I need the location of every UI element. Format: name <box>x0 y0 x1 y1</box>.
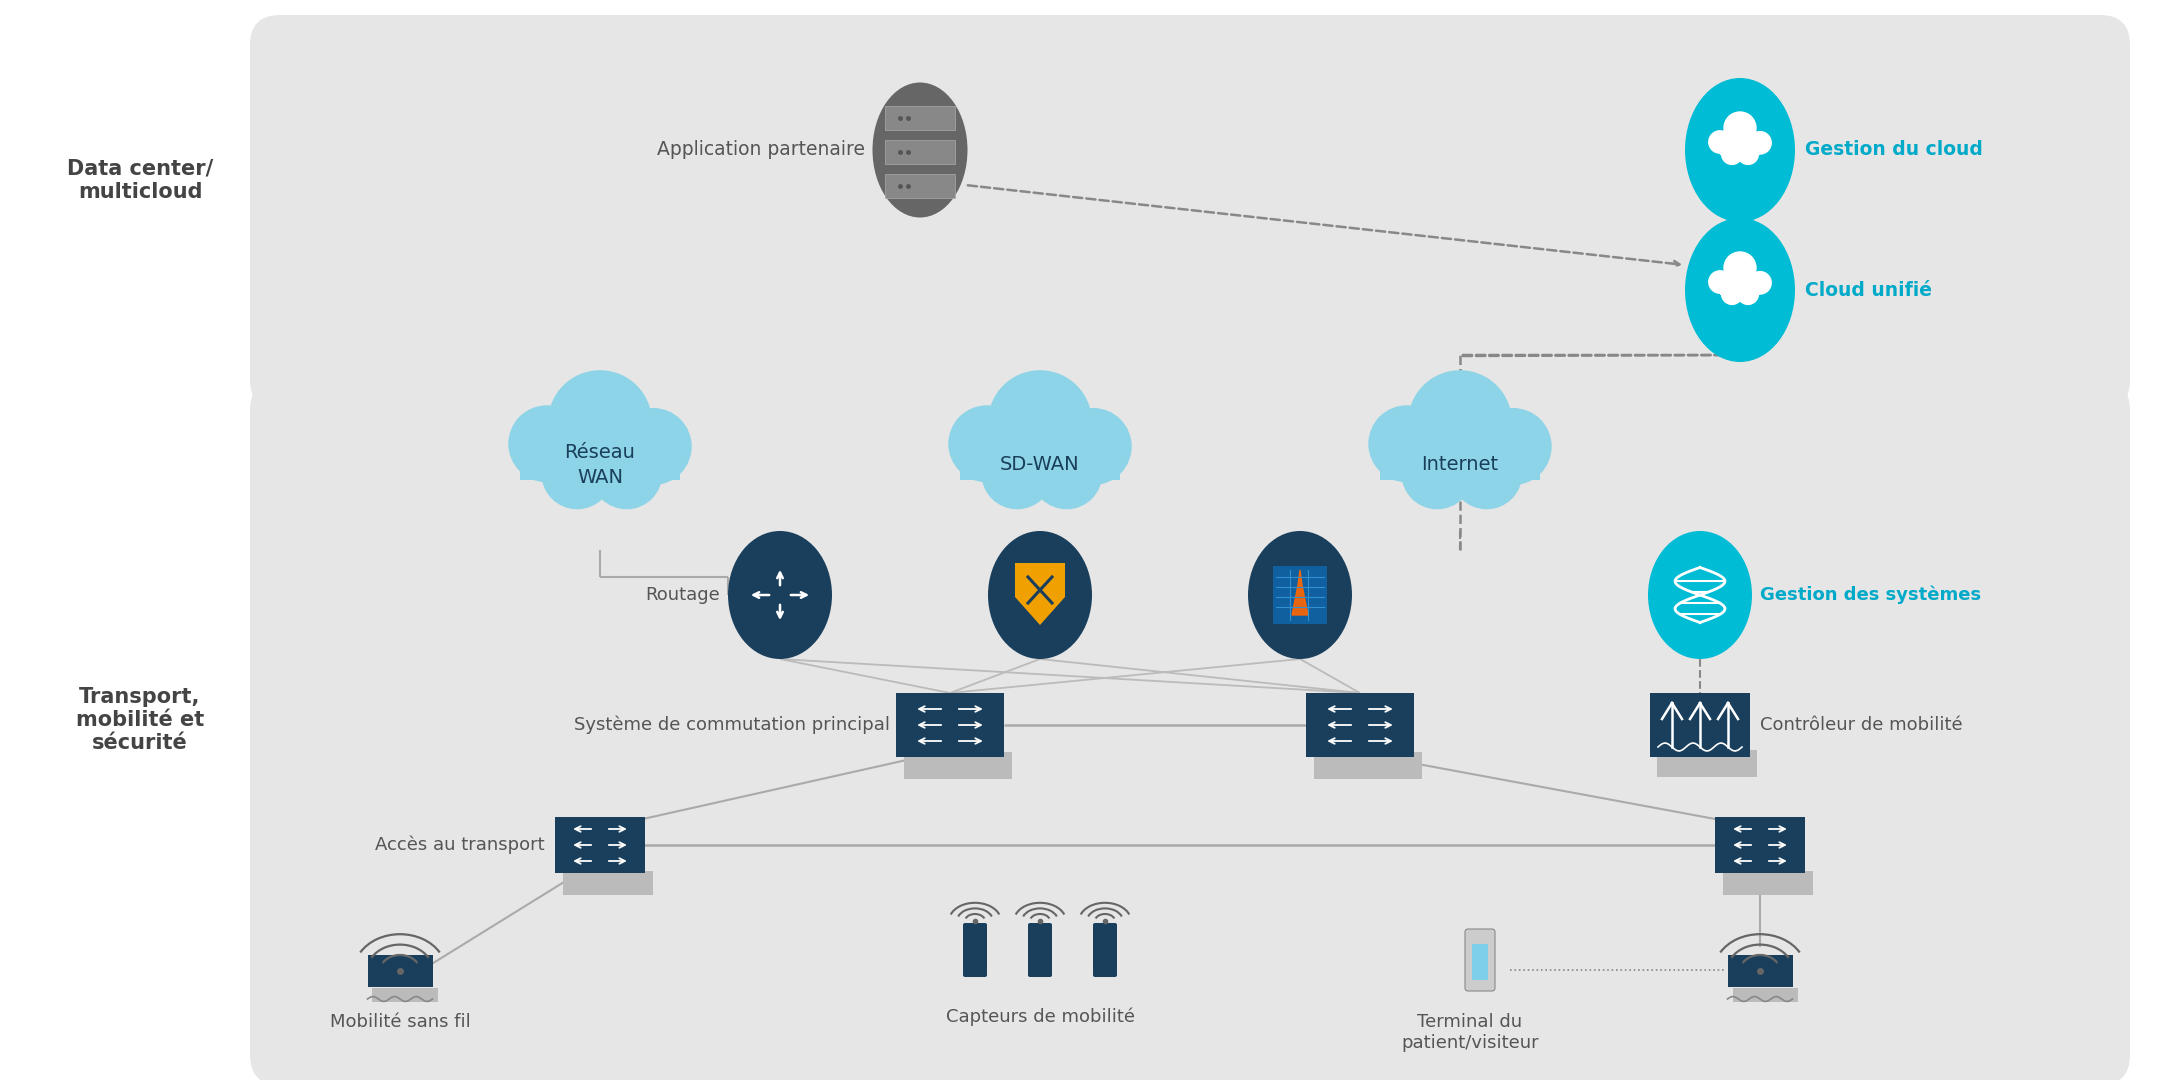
Circle shape <box>510 406 585 482</box>
Text: Cloud unifié: Cloud unifié <box>1806 281 1931 299</box>
Circle shape <box>616 408 691 484</box>
Circle shape <box>1737 144 1758 164</box>
Circle shape <box>983 438 1052 509</box>
Circle shape <box>1722 144 1743 164</box>
FancyBboxPatch shape <box>1307 693 1415 757</box>
Text: Application partenaire: Application partenaire <box>657 140 864 160</box>
FancyBboxPatch shape <box>961 443 1119 481</box>
FancyBboxPatch shape <box>1657 751 1756 777</box>
FancyBboxPatch shape <box>1724 872 1812 895</box>
Ellipse shape <box>1648 531 1752 659</box>
Circle shape <box>1408 370 1512 473</box>
Text: Système de commutation principal: Système de commutation principal <box>575 716 890 734</box>
FancyBboxPatch shape <box>1272 566 1326 624</box>
Circle shape <box>1724 252 1756 284</box>
Circle shape <box>592 438 661 509</box>
Circle shape <box>542 438 611 509</box>
FancyBboxPatch shape <box>1650 693 1750 757</box>
Ellipse shape <box>728 531 832 659</box>
Circle shape <box>1722 284 1743 305</box>
Text: Transport,
mobilité et
sécurité: Transport, mobilité et sécurité <box>76 687 205 753</box>
Circle shape <box>1056 408 1132 484</box>
Text: Réseau
WAN: Réseau WAN <box>564 443 635 487</box>
Text: Terminal du
patient/visiteur: Terminal du patient/visiteur <box>1402 1013 1538 1052</box>
Circle shape <box>989 370 1091 473</box>
FancyBboxPatch shape <box>372 987 438 1002</box>
Circle shape <box>1709 131 1730 153</box>
Circle shape <box>1417 406 1503 492</box>
Ellipse shape <box>1685 78 1795 222</box>
Text: Gestion du cloud: Gestion du cloud <box>1806 140 1983 160</box>
FancyBboxPatch shape <box>1719 145 1760 154</box>
Circle shape <box>1728 133 1752 158</box>
Text: Contrôleur de mobilité: Contrôleur de mobilité <box>1760 716 1963 734</box>
Circle shape <box>1452 438 1521 509</box>
FancyBboxPatch shape <box>1464 929 1495 991</box>
Circle shape <box>1728 272 1752 298</box>
Circle shape <box>1369 406 1445 482</box>
Ellipse shape <box>1248 531 1352 659</box>
FancyBboxPatch shape <box>1732 987 1797 1002</box>
Circle shape <box>1724 112 1756 144</box>
Circle shape <box>1032 438 1102 509</box>
Text: Accès au transport: Accès au transport <box>376 836 544 854</box>
FancyBboxPatch shape <box>1028 923 1052 977</box>
Polygon shape <box>1292 570 1309 615</box>
FancyBboxPatch shape <box>1719 285 1760 295</box>
Circle shape <box>557 406 644 492</box>
FancyBboxPatch shape <box>886 174 955 198</box>
FancyBboxPatch shape <box>1093 923 1117 977</box>
Circle shape <box>1709 271 1730 293</box>
FancyBboxPatch shape <box>1728 955 1793 987</box>
Text: Gestion des systèmes: Gestion des systèmes <box>1760 585 1981 604</box>
Ellipse shape <box>987 531 1093 659</box>
Ellipse shape <box>1685 218 1795 362</box>
Ellipse shape <box>873 82 968 217</box>
FancyBboxPatch shape <box>1380 443 1540 481</box>
Circle shape <box>1750 271 1771 294</box>
Circle shape <box>1750 132 1771 154</box>
Text: Data center/
multicloud: Data center/ multicloud <box>67 159 214 202</box>
FancyBboxPatch shape <box>564 872 652 895</box>
Circle shape <box>948 406 1024 482</box>
FancyBboxPatch shape <box>963 923 987 977</box>
FancyBboxPatch shape <box>1471 944 1488 980</box>
Text: Routage: Routage <box>646 586 719 604</box>
FancyBboxPatch shape <box>905 752 1013 779</box>
Circle shape <box>1475 408 1551 484</box>
FancyBboxPatch shape <box>886 106 955 130</box>
FancyBboxPatch shape <box>1715 816 1806 873</box>
FancyBboxPatch shape <box>521 443 680 481</box>
Circle shape <box>996 406 1082 492</box>
Text: Mobilité sans fil: Mobilité sans fil <box>330 1013 471 1031</box>
FancyBboxPatch shape <box>896 693 1004 757</box>
Circle shape <box>1402 438 1473 509</box>
Polygon shape <box>1015 563 1065 625</box>
FancyBboxPatch shape <box>886 140 955 164</box>
Text: Capteurs de mobilité: Capteurs de mobilité <box>946 1007 1134 1026</box>
Text: Internet: Internet <box>1421 456 1499 474</box>
Circle shape <box>549 370 652 473</box>
FancyBboxPatch shape <box>555 816 646 873</box>
FancyBboxPatch shape <box>251 380 2130 1080</box>
Circle shape <box>1737 284 1758 305</box>
FancyBboxPatch shape <box>251 15 2130 410</box>
Text: SD-WAN: SD-WAN <box>1000 456 1080 474</box>
FancyBboxPatch shape <box>367 955 432 987</box>
FancyBboxPatch shape <box>1313 752 1421 779</box>
